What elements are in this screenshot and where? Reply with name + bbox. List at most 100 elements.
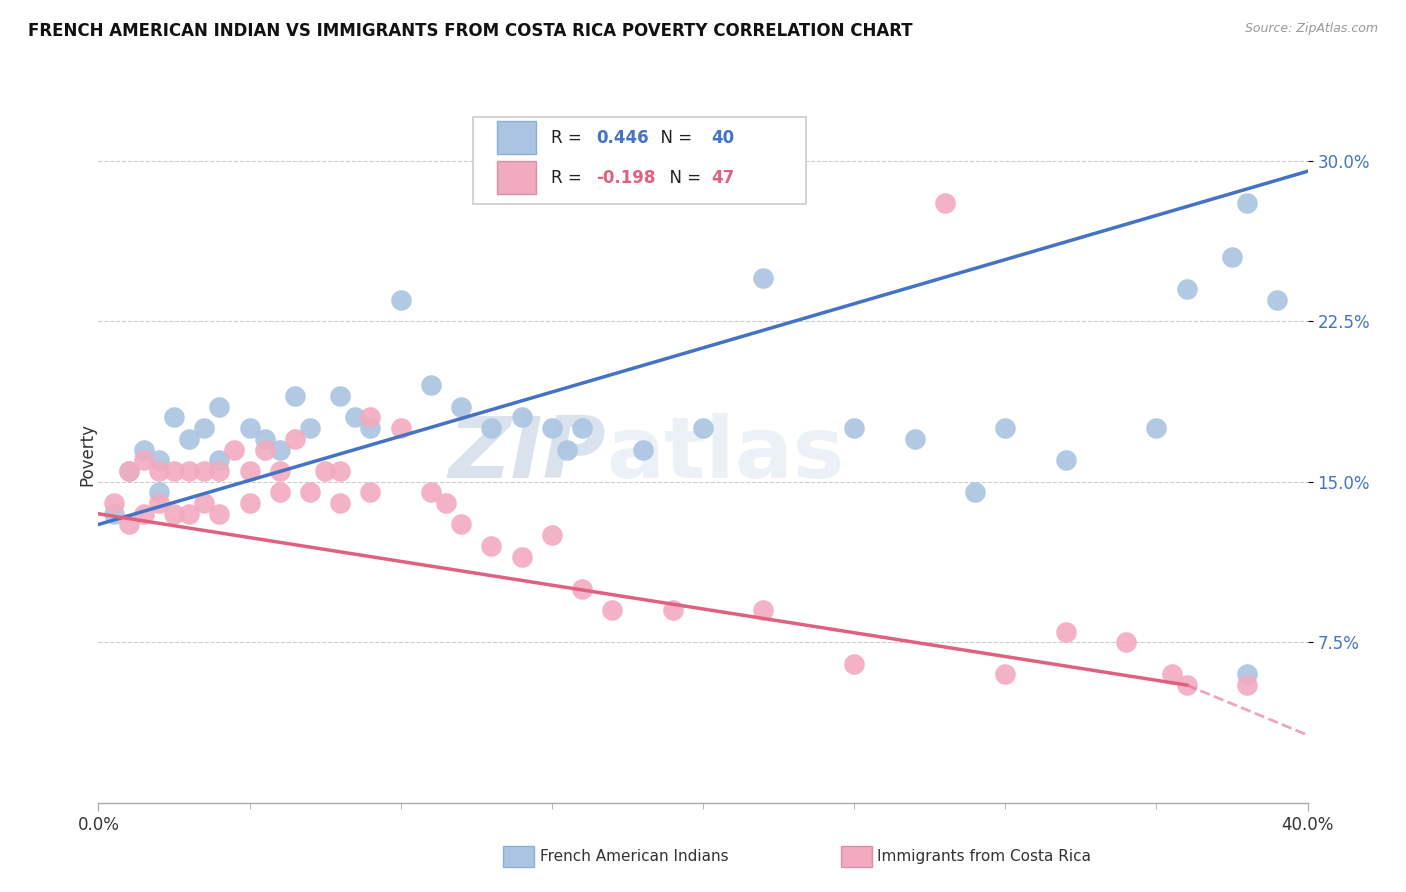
Text: Immigrants from Costa Rica: Immigrants from Costa Rica (877, 849, 1091, 863)
Text: 40: 40 (711, 128, 734, 147)
FancyBboxPatch shape (498, 161, 536, 194)
Point (661, 603, 683, 617)
Point (481, 421, 503, 435)
Point (510, 410, 533, 425)
Point (1160, 667, 1182, 681)
Point (329, 389, 352, 403)
Point (132, 507, 155, 521)
Point (284, 432, 307, 446)
Point (193, 421, 215, 435)
Point (389, 421, 412, 435)
Point (208, 507, 231, 521)
Point (450, 517, 472, 532)
Point (208, 464, 231, 478)
Text: 0.446: 0.446 (596, 128, 650, 147)
Point (360, 485, 382, 500)
Point (1265, 293, 1288, 307)
Point (299, 485, 322, 500)
Point (239, 421, 262, 435)
Point (239, 464, 262, 478)
Point (148, 485, 170, 500)
Point (450, 400, 472, 414)
Text: FRENCH AMERICAN INDIAN VS IMMIGRANTS FROM COSTA RICA POVERTY CORRELATION CHART: FRENCH AMERICAN INDIAN VS IMMIGRANTS FRO… (28, 22, 912, 40)
Point (1054, 624, 1077, 639)
Point (540, 421, 562, 435)
Point (193, 464, 215, 478)
FancyBboxPatch shape (474, 118, 806, 204)
Point (284, 389, 307, 403)
Text: R =: R = (551, 128, 586, 147)
FancyBboxPatch shape (498, 121, 536, 154)
Point (253, 432, 276, 446)
Point (389, 293, 412, 307)
Point (329, 464, 352, 478)
Point (360, 410, 382, 425)
Point (419, 378, 441, 392)
Point (299, 421, 322, 435)
Point (692, 421, 714, 435)
Point (360, 421, 382, 435)
Point (118, 464, 141, 478)
Point (994, 421, 1017, 435)
Point (344, 410, 367, 425)
Point (329, 496, 352, 510)
Point (148, 464, 170, 478)
Point (118, 517, 141, 532)
Point (571, 582, 593, 596)
Point (481, 539, 503, 553)
Point (269, 485, 291, 500)
Point (602, 603, 624, 617)
Point (844, 657, 866, 671)
Point (208, 400, 231, 414)
Text: atlas: atlas (606, 413, 845, 497)
Point (163, 507, 186, 521)
Point (177, 432, 201, 446)
Point (510, 549, 533, 564)
Point (163, 464, 186, 478)
Point (193, 496, 215, 510)
Point (934, 196, 956, 211)
Point (752, 271, 775, 285)
Point (844, 421, 866, 435)
Text: N =: N = (650, 128, 697, 147)
Point (631, 442, 654, 457)
Point (419, 485, 441, 500)
Point (1236, 196, 1258, 211)
Point (1220, 250, 1243, 264)
Text: N =: N = (659, 169, 707, 186)
Y-axis label: Poverty: Poverty (79, 424, 96, 486)
Text: French American Indians: French American Indians (540, 849, 728, 863)
Point (132, 442, 155, 457)
Point (314, 464, 336, 478)
Point (540, 528, 562, 542)
Point (1175, 678, 1198, 692)
Point (752, 603, 775, 617)
Text: -0.198: -0.198 (596, 169, 657, 186)
Point (177, 464, 201, 478)
Point (1144, 421, 1167, 435)
Point (208, 453, 231, 467)
Point (163, 410, 186, 425)
Point (1115, 635, 1137, 649)
Point (132, 453, 155, 467)
Point (103, 496, 125, 510)
Point (224, 442, 246, 457)
Point (965, 485, 987, 500)
Text: R =: R = (551, 169, 586, 186)
Point (239, 496, 262, 510)
Point (103, 507, 125, 521)
Point (148, 453, 170, 467)
Point (253, 442, 276, 457)
Point (434, 496, 457, 510)
Text: 47: 47 (711, 169, 735, 186)
Point (148, 496, 170, 510)
Point (1236, 678, 1258, 692)
Point (994, 667, 1017, 681)
Point (1236, 667, 1258, 681)
Text: ZIP: ZIP (449, 413, 606, 497)
Point (555, 442, 578, 457)
Point (269, 442, 291, 457)
Point (118, 464, 141, 478)
Point (904, 432, 927, 446)
Point (571, 421, 593, 435)
